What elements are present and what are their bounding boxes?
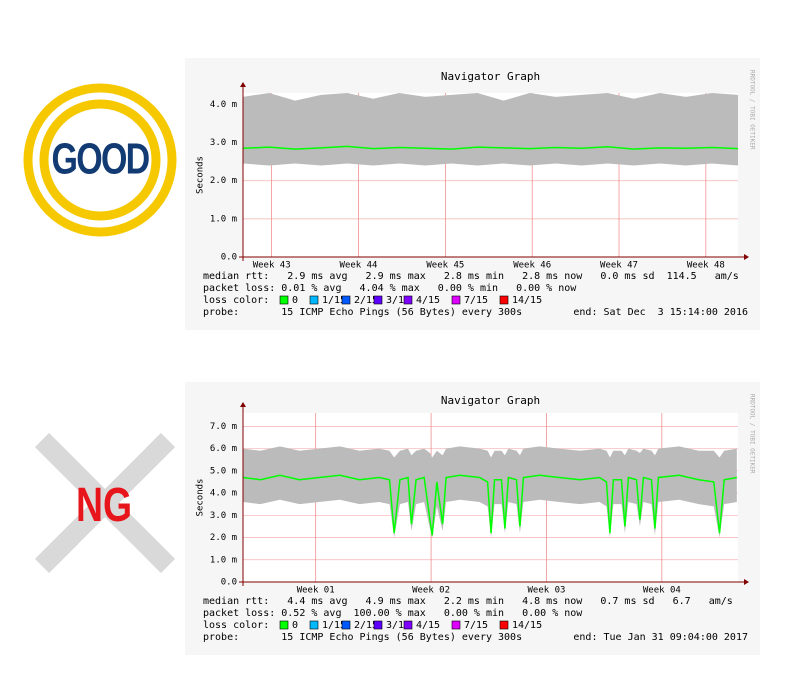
y-tick-label: 0.0: [221, 578, 237, 588]
y-axis-label: Seconds: [196, 479, 206, 517]
median-line: [242, 474, 737, 536]
ng-badge: NG: [34, 432, 176, 574]
x-tick-label: Week 46: [513, 261, 551, 271]
y-tick-label: 4.0 m: [210, 489, 237, 499]
axis-arrow: [744, 579, 749, 585]
stats-line: packet loss: 0.52 % avg 100.00 % max 0.0…: [203, 608, 583, 619]
legend-label: 1/15: [322, 295, 346, 306]
legend-label: 7/15: [464, 620, 488, 631]
legend-label: 4/15: [416, 295, 440, 306]
y-tick-label: 0.0: [221, 253, 237, 263]
end-time: end: Sat Dec 3 15:14:00 2016: [573, 307, 748, 318]
x-tick-label: Week 43: [253, 261, 291, 271]
legend-swatch: [341, 295, 351, 305]
probe-line: probe: 15 ICMP Echo Pings (56 Bytes) eve…: [203, 632, 522, 643]
stats-line: median rtt: 4.4 ms avg 4.9 ms max 2.2 ms…: [203, 596, 733, 607]
x-tick-label: Week 47: [600, 261, 638, 271]
side-text: RRDTOOL / TOBI OETIKER: [749, 70, 756, 150]
legend-label: 14/15: [512, 295, 542, 306]
legend-label: 0: [292, 295, 298, 306]
x-tick-label: Week 44: [340, 261, 378, 271]
y-tick-label: 1.0 m: [210, 555, 237, 565]
good-badge: GOOD: [23, 83, 177, 237]
smoke-band: [243, 93, 738, 166]
x-tick-label: Week 03: [527, 586, 565, 596]
x-tick-label: Week 48: [687, 261, 725, 271]
legend-swatch: [279, 295, 289, 305]
axis-arrow: [240, 82, 246, 87]
legend-swatch: [373, 295, 383, 305]
chart-title: Navigator Graph: [441, 394, 540, 407]
legend-label: 4/15: [416, 620, 440, 631]
x-tick-label: Week 02: [412, 586, 450, 596]
axis-arrow: [240, 402, 246, 407]
y-tick-label: 5.0 m: [210, 466, 237, 476]
y-tick-label: 2.0 m: [210, 533, 237, 543]
smoke-band: [243, 446, 737, 538]
legend-label: 3/15: [386, 620, 410, 631]
axis-arrow: [744, 254, 749, 260]
legend-swatch: [451, 620, 461, 630]
probe-line: probe: 15 ICMP Echo Pings (56 Bytes) eve…: [203, 307, 522, 318]
chart-title: Navigator Graph: [441, 70, 540, 83]
legend-swatch: [309, 295, 319, 305]
legend-label: 7/15: [464, 295, 488, 306]
y-tick-label: 6.0 m: [210, 444, 237, 454]
legend-label: 0: [292, 620, 298, 631]
legend-swatch: [403, 295, 413, 305]
legend-label: 3/15: [386, 295, 410, 306]
y-tick-label: 3.0 m: [210, 511, 237, 521]
y-tick-label: 7.0 m: [210, 422, 237, 432]
legend-swatch: [451, 295, 461, 305]
loss-label: loss color:: [203, 295, 269, 306]
y-tick-label: 4.0 m: [210, 100, 237, 110]
y-axis-label: Seconds: [196, 156, 206, 194]
stats-line: median rtt: 2.9 ms avg 2.9 ms max 2.8 ms…: [203, 271, 739, 282]
legend-label: 2/15: [354, 620, 378, 631]
legend-label: 2/15: [354, 295, 378, 306]
side-text: RRDTOOL / TOBI OETIKER: [749, 394, 756, 474]
y-tick-label: 1.0 m: [210, 214, 237, 224]
legend-swatch: [499, 620, 509, 630]
loss-label: loss color:: [203, 620, 269, 631]
end-time: end: Tue Jan 31 09:04:00 2017: [573, 632, 748, 643]
median-line: [242, 145, 739, 150]
badge-label: NG: [76, 478, 132, 532]
badge-label: GOOD: [51, 134, 149, 183]
legend-label: 14/15: [512, 620, 542, 631]
legend-label: 1/15: [322, 620, 346, 631]
legend-swatch: [309, 620, 319, 630]
legend-swatch: [279, 620, 289, 630]
stats-line: packet loss: 0.01 % avg 4.04 % max 0.00 …: [203, 283, 577, 294]
legend-swatch: [403, 620, 413, 630]
x-tick-label: Week 45: [426, 261, 464, 271]
x-tick-label: Week 01: [297, 586, 335, 596]
x-tick-label: Week 04: [643, 586, 681, 596]
y-tick-label: 2.0 m: [210, 176, 237, 186]
y-tick-label: 3.0 m: [210, 138, 237, 148]
legend-swatch: [341, 620, 351, 630]
legend-swatch: [373, 620, 383, 630]
legend-swatch: [499, 295, 509, 305]
